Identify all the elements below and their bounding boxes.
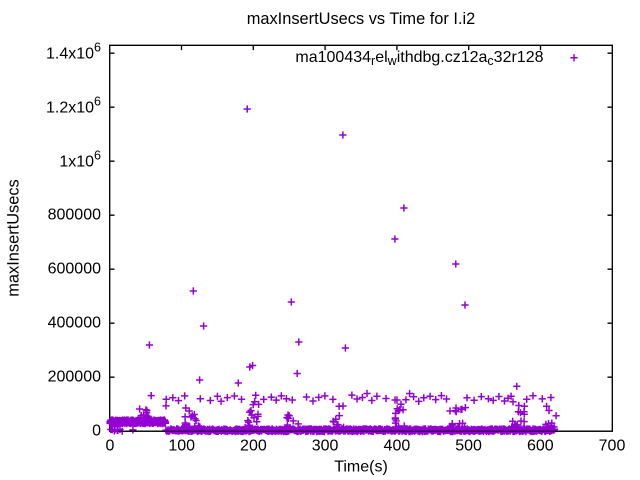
svg-text:200: 200 <box>240 437 267 454</box>
svg-text:1.2x106: 1.2x106 <box>46 94 101 116</box>
svg-text:400000: 400000 <box>48 314 101 331</box>
svg-text:200000: 200000 <box>48 368 101 385</box>
svg-text:800000: 800000 <box>48 206 101 223</box>
svg-text:500: 500 <box>455 437 482 454</box>
svg-text:0: 0 <box>106 437 115 454</box>
svg-text:100: 100 <box>168 437 195 454</box>
svg-text:600000: 600000 <box>48 260 101 277</box>
svg-text:1.4x106: 1.4x106 <box>46 40 101 62</box>
svg-text:400: 400 <box>384 437 411 454</box>
svg-text:1x106: 1x106 <box>59 148 101 170</box>
svg-text:0: 0 <box>92 422 101 439</box>
svg-text:300: 300 <box>312 437 339 454</box>
svg-text:Time(s): Time(s) <box>334 459 388 476</box>
svg-text:600: 600 <box>527 437 554 454</box>
svg-text:700: 700 <box>599 437 626 454</box>
svg-text:maxInsertUsecs vs Time for I.i: maxInsertUsecs vs Time for I.i2 <box>247 10 476 28</box>
svg-text:maxInsertUsecs: maxInsertUsecs <box>5 179 23 297</box>
svg-text:ma100434relwithdbg.cz12ac32r12: ma100434relwithdbg.cz12ac32r128 <box>295 49 543 68</box>
